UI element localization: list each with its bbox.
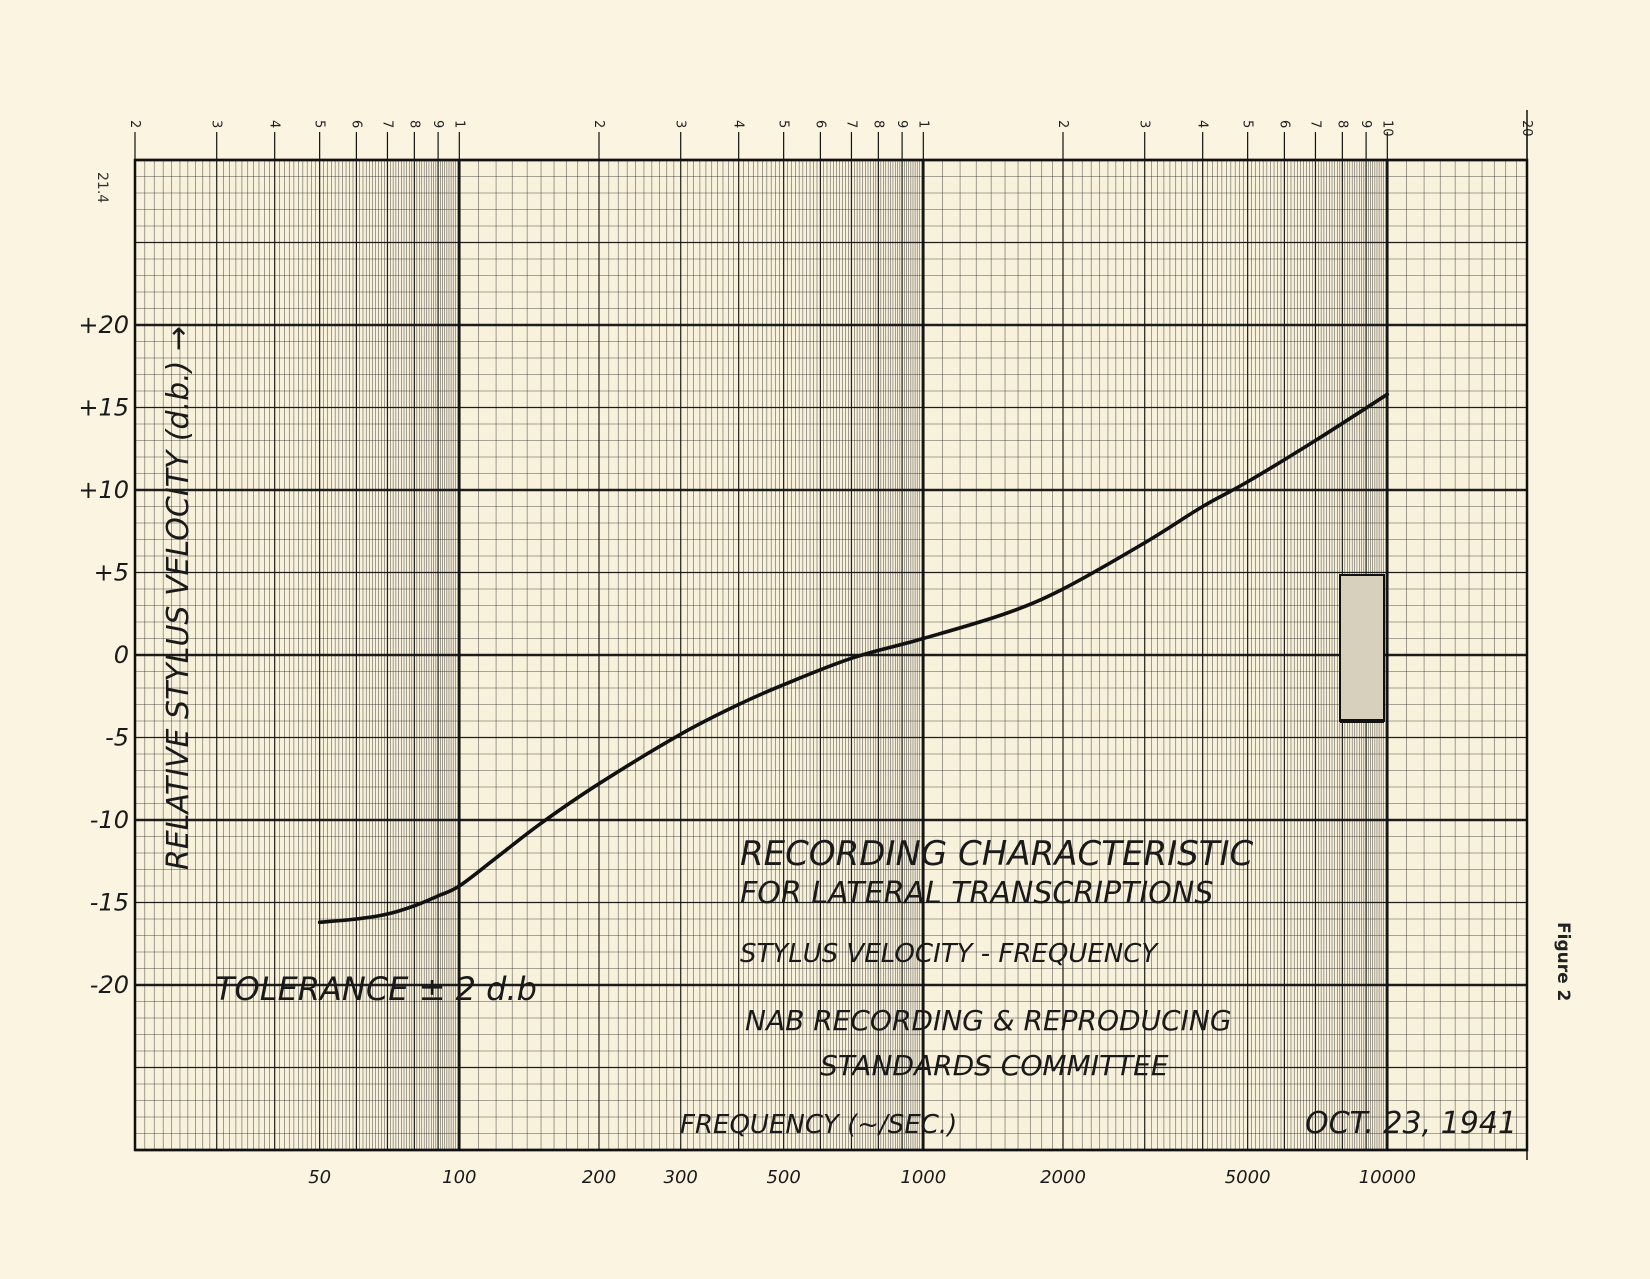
y-tick-label: +10 <box>78 476 129 504</box>
top-scale-label: 1 <box>915 120 930 128</box>
top-scale-label: 9 <box>430 120 445 128</box>
top-scale-label: 8 <box>1334 120 1349 128</box>
x-tick-label: 50 <box>308 1167 331 1188</box>
top-scale-label: 7 <box>379 120 394 128</box>
figure-label: Figure 2 <box>1553 922 1573 1001</box>
top-scale-label: 8 <box>406 120 421 128</box>
chart-title-line2: FOR LATERAL TRANSCRIPTIONS <box>740 876 1213 911</box>
y-tick-label: 0 <box>114 641 129 669</box>
y-tick-label: -5 <box>105 724 129 752</box>
top-scale-label: 8 <box>870 120 885 128</box>
x-axis-label: FREQUENCY (~/SEC.) <box>680 1110 957 1140</box>
x-tick-label: 2000 <box>1040 1167 1086 1188</box>
top-scale-label: 5 <box>312 120 327 128</box>
x-tick-label: 100 <box>442 1167 476 1188</box>
top-scale-label: 5 <box>1240 120 1255 128</box>
top-scale-label: 3 <box>1137 120 1152 128</box>
page-label: 21.4 <box>94 172 110 203</box>
x-tick-label: 1000 <box>900 1167 946 1188</box>
top-scale-label: 7 <box>1307 120 1322 128</box>
top-scale-label: 9 <box>894 120 909 128</box>
chart-subtitle: STYLUS VELOCITY - FREQUENCY <box>740 939 1159 969</box>
top-scale-label: 4 <box>1195 120 1210 128</box>
top-scale-label: 7 <box>843 120 858 128</box>
chart-title: RECORDING CHARACTERISTIC <box>740 834 1253 874</box>
x-tick-label: 500 <box>766 1167 800 1188</box>
x-tick-label: 5000 <box>1225 1167 1271 1188</box>
top-scale-label: 2 <box>127 120 142 128</box>
top-scale-label: 9 <box>1358 120 1373 128</box>
y-tick-label: +5 <box>94 559 129 587</box>
top-scale-label: 10 <box>1379 120 1394 137</box>
y-tick-label: -15 <box>90 889 129 917</box>
org-line-2: STANDARDS COMMITTEE <box>820 1049 1169 1082</box>
top-scale-label: 3 <box>673 120 688 128</box>
tolerance-marker <box>1340 575 1384 721</box>
top-scale-label: 6 <box>1276 120 1291 128</box>
org-line-1: NAB RECORDING & REPRODUCING <box>745 1004 1232 1037</box>
x-tick-label: 10000 <box>1359 1167 1416 1188</box>
top-scale-label: 5 <box>776 120 791 128</box>
top-scale-label: 2 <box>591 120 606 128</box>
y-tick-label: +20 <box>78 311 129 339</box>
top-scale-label: 2 <box>1055 120 1070 128</box>
top-scale-label: 6 <box>348 120 363 128</box>
y-axis-label: RELATIVE STYLUS VELOCITY (d.b.) → <box>161 326 196 870</box>
y-tick-label: +15 <box>78 394 129 422</box>
x-tick-label: 200 <box>582 1167 616 1188</box>
top-scale-label: 1 <box>451 120 466 128</box>
top-scale-label: 6 <box>812 120 827 128</box>
y-tick-label: -20 <box>90 971 129 999</box>
top-scale-label: 4 <box>731 120 746 128</box>
tolerance-note: TOLERANCE ± 2 d.b <box>215 970 537 1008</box>
top-scale-label: 4 <box>267 120 282 128</box>
x-tick-label: 300 <box>664 1167 698 1188</box>
top-scale-label: 3 <box>209 120 224 128</box>
chart-date: OCT. 23, 1941 <box>1305 1106 1517 1141</box>
y-tick-label: -10 <box>90 806 129 834</box>
